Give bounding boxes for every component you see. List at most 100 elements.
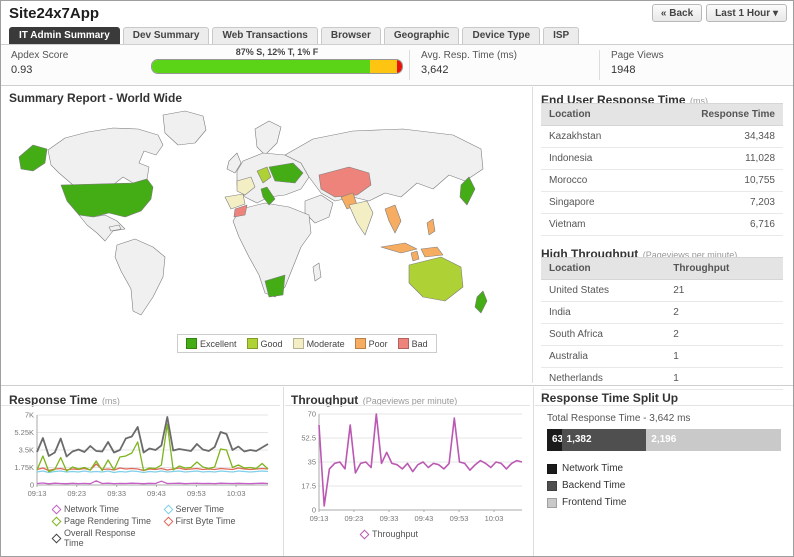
map-region-uk [226,152,242,174]
map-region-south-africa [264,274,286,298]
svg-text:09:13: 09:13 [28,489,47,498]
tab-it-admin-summary[interactable]: IT Admin Summary [9,27,120,44]
page-views-value: 1948 [611,64,636,76]
map-region-canada [47,127,164,186]
header-bar: Site24x7App « Back Last 1 Hour ▾ [1,1,793,26]
map-legend-moderate: Moderate [292,338,345,349]
legend-item-network-time: Network Time [51,504,157,514]
svg-text:5.25K: 5.25K [14,428,34,437]
svg-text:7K: 7K [25,411,34,420]
map-region-japan [459,176,476,206]
split-legend-frontend-time: Frontend Time [547,497,626,508]
split-up-title: Response Time Split Up [541,391,679,405]
header-buttons: « Back Last 1 Hour ▾ [651,4,787,22]
svg-text:10:03: 10:03 [485,514,504,523]
apdex-segment-frustrated [397,60,402,73]
response-time-chart-legend: Network Time Page Rendering Time Overall R… [51,504,269,548]
avg-resp-value: 3,642 [421,64,449,76]
split-segment-backend-time: 1,382 [561,429,647,451]
svg-text:09:53: 09:53 [450,514,469,523]
svg-text:0: 0 [30,481,34,490]
response-time-chart-title: Response Time (ms) [9,393,120,407]
map-region-france [236,176,256,196]
tab-geographic[interactable]: Geographic [383,27,460,44]
map-region-india [348,200,374,236]
svg-text:09:23: 09:23 [67,489,86,498]
map-region-africa [232,202,312,298]
map-region-scandinavia [254,120,282,156]
legend-item-overall-response-time: Overall Response Time [51,528,157,548]
map-legend-poor: Poor [354,338,388,349]
tab-bar: IT Admin Summary Dev Summary Web Transacti… [9,27,793,44]
map-region-asia [284,128,484,202]
svg-text:09:43: 09:43 [147,489,166,498]
map-legend: Excellent Good Moderate Poor Bad [177,334,437,353]
map-region-cuba [108,224,122,232]
response-time-chart: 0 1.75K 3.5K 5.25K 7K 09:13 09:23 09:33 09:43 09:… [14,411,269,498]
map-region-philippines [426,218,436,236]
tab-isp[interactable]: ISP [543,27,580,44]
column-header: Throughput [665,257,783,280]
time-range-dropdown[interactable]: Last 1 Hour ▾ [706,4,787,22]
column-header: Response Time [645,103,783,126]
svg-text:09:33: 09:33 [380,514,399,523]
map-legend-good: Good [246,338,283,349]
map-region-southeast-asia [384,204,402,234]
tab-web-transactions[interactable]: Web Transactions [212,27,318,44]
apdex-label: Apdex Score [11,50,69,61]
table-row: Australia 1 [541,345,783,368]
column-header: Location [541,103,646,126]
legend-item-throughput: Throughput [359,529,418,539]
column-header: Location [541,257,666,280]
diamond-marker-icon [51,504,62,514]
map-region-indonesia [380,242,418,254]
apdex-bar-wrap: 87% S, 12% T, 1% F [151,47,403,74]
end-user-response-table: Location Response Time Kazakhstan 34,348 Ind… [541,103,783,236]
back-button[interactable]: « Back [651,4,703,22]
tab-dev-summary[interactable]: Dev Summary [122,27,210,44]
svg-text:70: 70 [308,410,316,419]
map-region-australia [408,256,464,302]
map-region-spain [224,193,246,210]
table-row: Morocco 10,755 [541,169,783,192]
svg-text:09:23: 09:23 [345,514,364,523]
split-segment-frontend-time: 2,196 [646,429,781,451]
map-panel-title: Summary Report - World Wide [9,91,183,105]
svg-text:1.75K: 1.75K [14,463,34,472]
apdex-bar-caption: 87% S, 12% T, 1% F [235,47,319,57]
table-row: United States 21 [541,279,783,302]
svg-text:09:53: 09:53 [187,489,206,498]
map-legend-bad: Bad [397,338,428,349]
table-row: Vietnam 6,716 [541,213,783,236]
table-row: South Africa 2 [541,323,783,346]
apdex-bar [151,59,403,74]
svg-text:09:33: 09:33 [107,489,126,498]
map-region-mexico [78,214,126,242]
table-row: Netherlands 1 [541,367,783,390]
map-region-morocco [233,204,248,218]
tab-device-type[interactable]: Device Type [462,27,541,44]
map-region-kazakhstan [318,166,372,198]
throughput-chart: 0 17.5 35 52.5 70 09:13 09:23 09:33 09:43 09:53 10… [301,410,523,523]
legend-item-server-time: Server Time [163,504,269,514]
diamond-marker-icon [51,516,62,526]
legend-item-first-byte-time: First Byte Time [163,516,269,526]
metrics-strip: Apdex Score 0.93 87% S, 12% T, 1% F Avg.… [1,45,793,85]
split-up-total-label: Total Response Time - 3,642 ms [547,413,691,424]
square-marker-icon [547,480,557,491]
high-throughput-table: Location Throughput United States 21 India 2 S… [541,257,783,390]
tab-browser[interactable]: Browser [320,27,381,44]
svg-text:09:43: 09:43 [415,514,434,523]
map-region-south-america [114,238,166,316]
world-map [18,110,488,316]
app-title: Site24x7App [9,5,100,22]
throughput-chart-legend: Throughput [359,529,418,541]
diamond-marker-icon [359,529,370,539]
svg-text:10:03: 10:03 [227,489,246,498]
split-legend-network-time: Network Time [547,463,626,474]
map-region-italy [260,186,276,206]
square-marker-icon [547,497,557,508]
page-views-label: Page Views [611,50,664,61]
